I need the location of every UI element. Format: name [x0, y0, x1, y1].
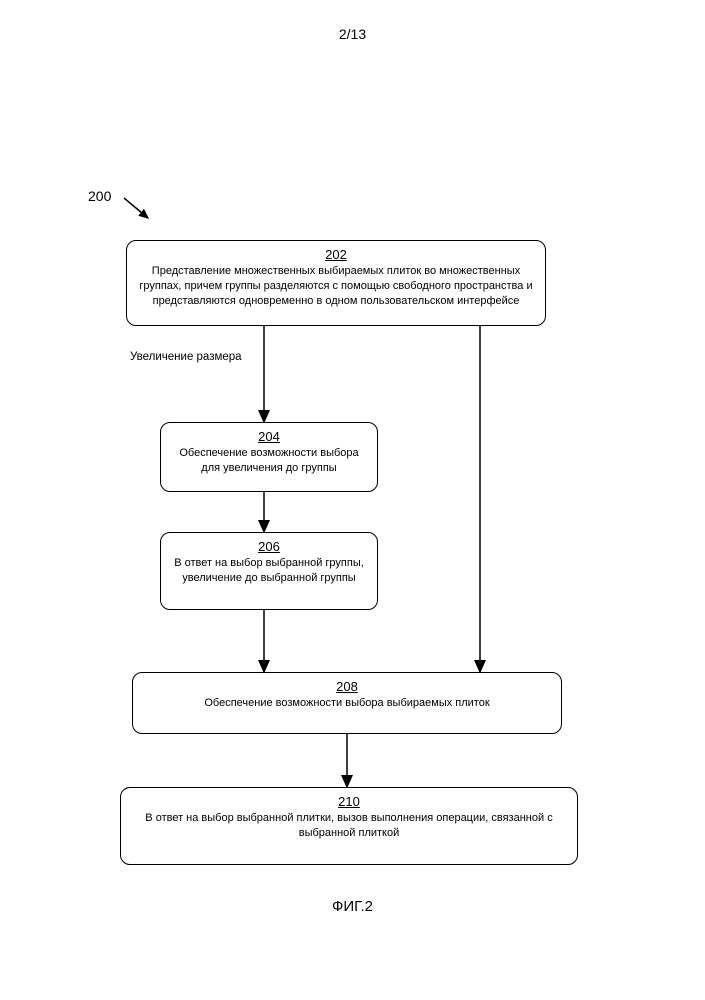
node-210: 210 В ответ на выбор выбранной плитки, в… — [120, 787, 578, 865]
node-202: 202 Представление множественных выбираем… — [126, 240, 546, 326]
node-text: Обеспечение возможности выбора для увели… — [169, 446, 369, 476]
node-text: Обеспечение возможности выбора выбираемы… — [141, 696, 553, 711]
edge-label-zoom: Увеличение размера — [130, 351, 242, 363]
node-204: 204 Обеспечение возможности выбора для у… — [160, 422, 378, 492]
node-id: 202 — [135, 247, 537, 262]
node-text: Представление множественных выбираемых п… — [135, 264, 537, 309]
node-id: 208 — [141, 679, 553, 694]
node-text: В ответ на выбор выбранной группы, увели… — [169, 556, 369, 586]
node-206: 206 В ответ на выбор выбранной группы, у… — [160, 532, 378, 610]
node-id: 204 — [169, 429, 369, 444]
figure-caption: ФИГ.2 — [0, 898, 705, 915]
node-text: В ответ на выбор выбранной плитки, вызов… — [129, 811, 569, 841]
node-id: 206 — [169, 539, 369, 554]
node-id: 210 — [129, 794, 569, 809]
node-208: 208 Обеспечение возможности выбора выбир… — [132, 672, 562, 734]
